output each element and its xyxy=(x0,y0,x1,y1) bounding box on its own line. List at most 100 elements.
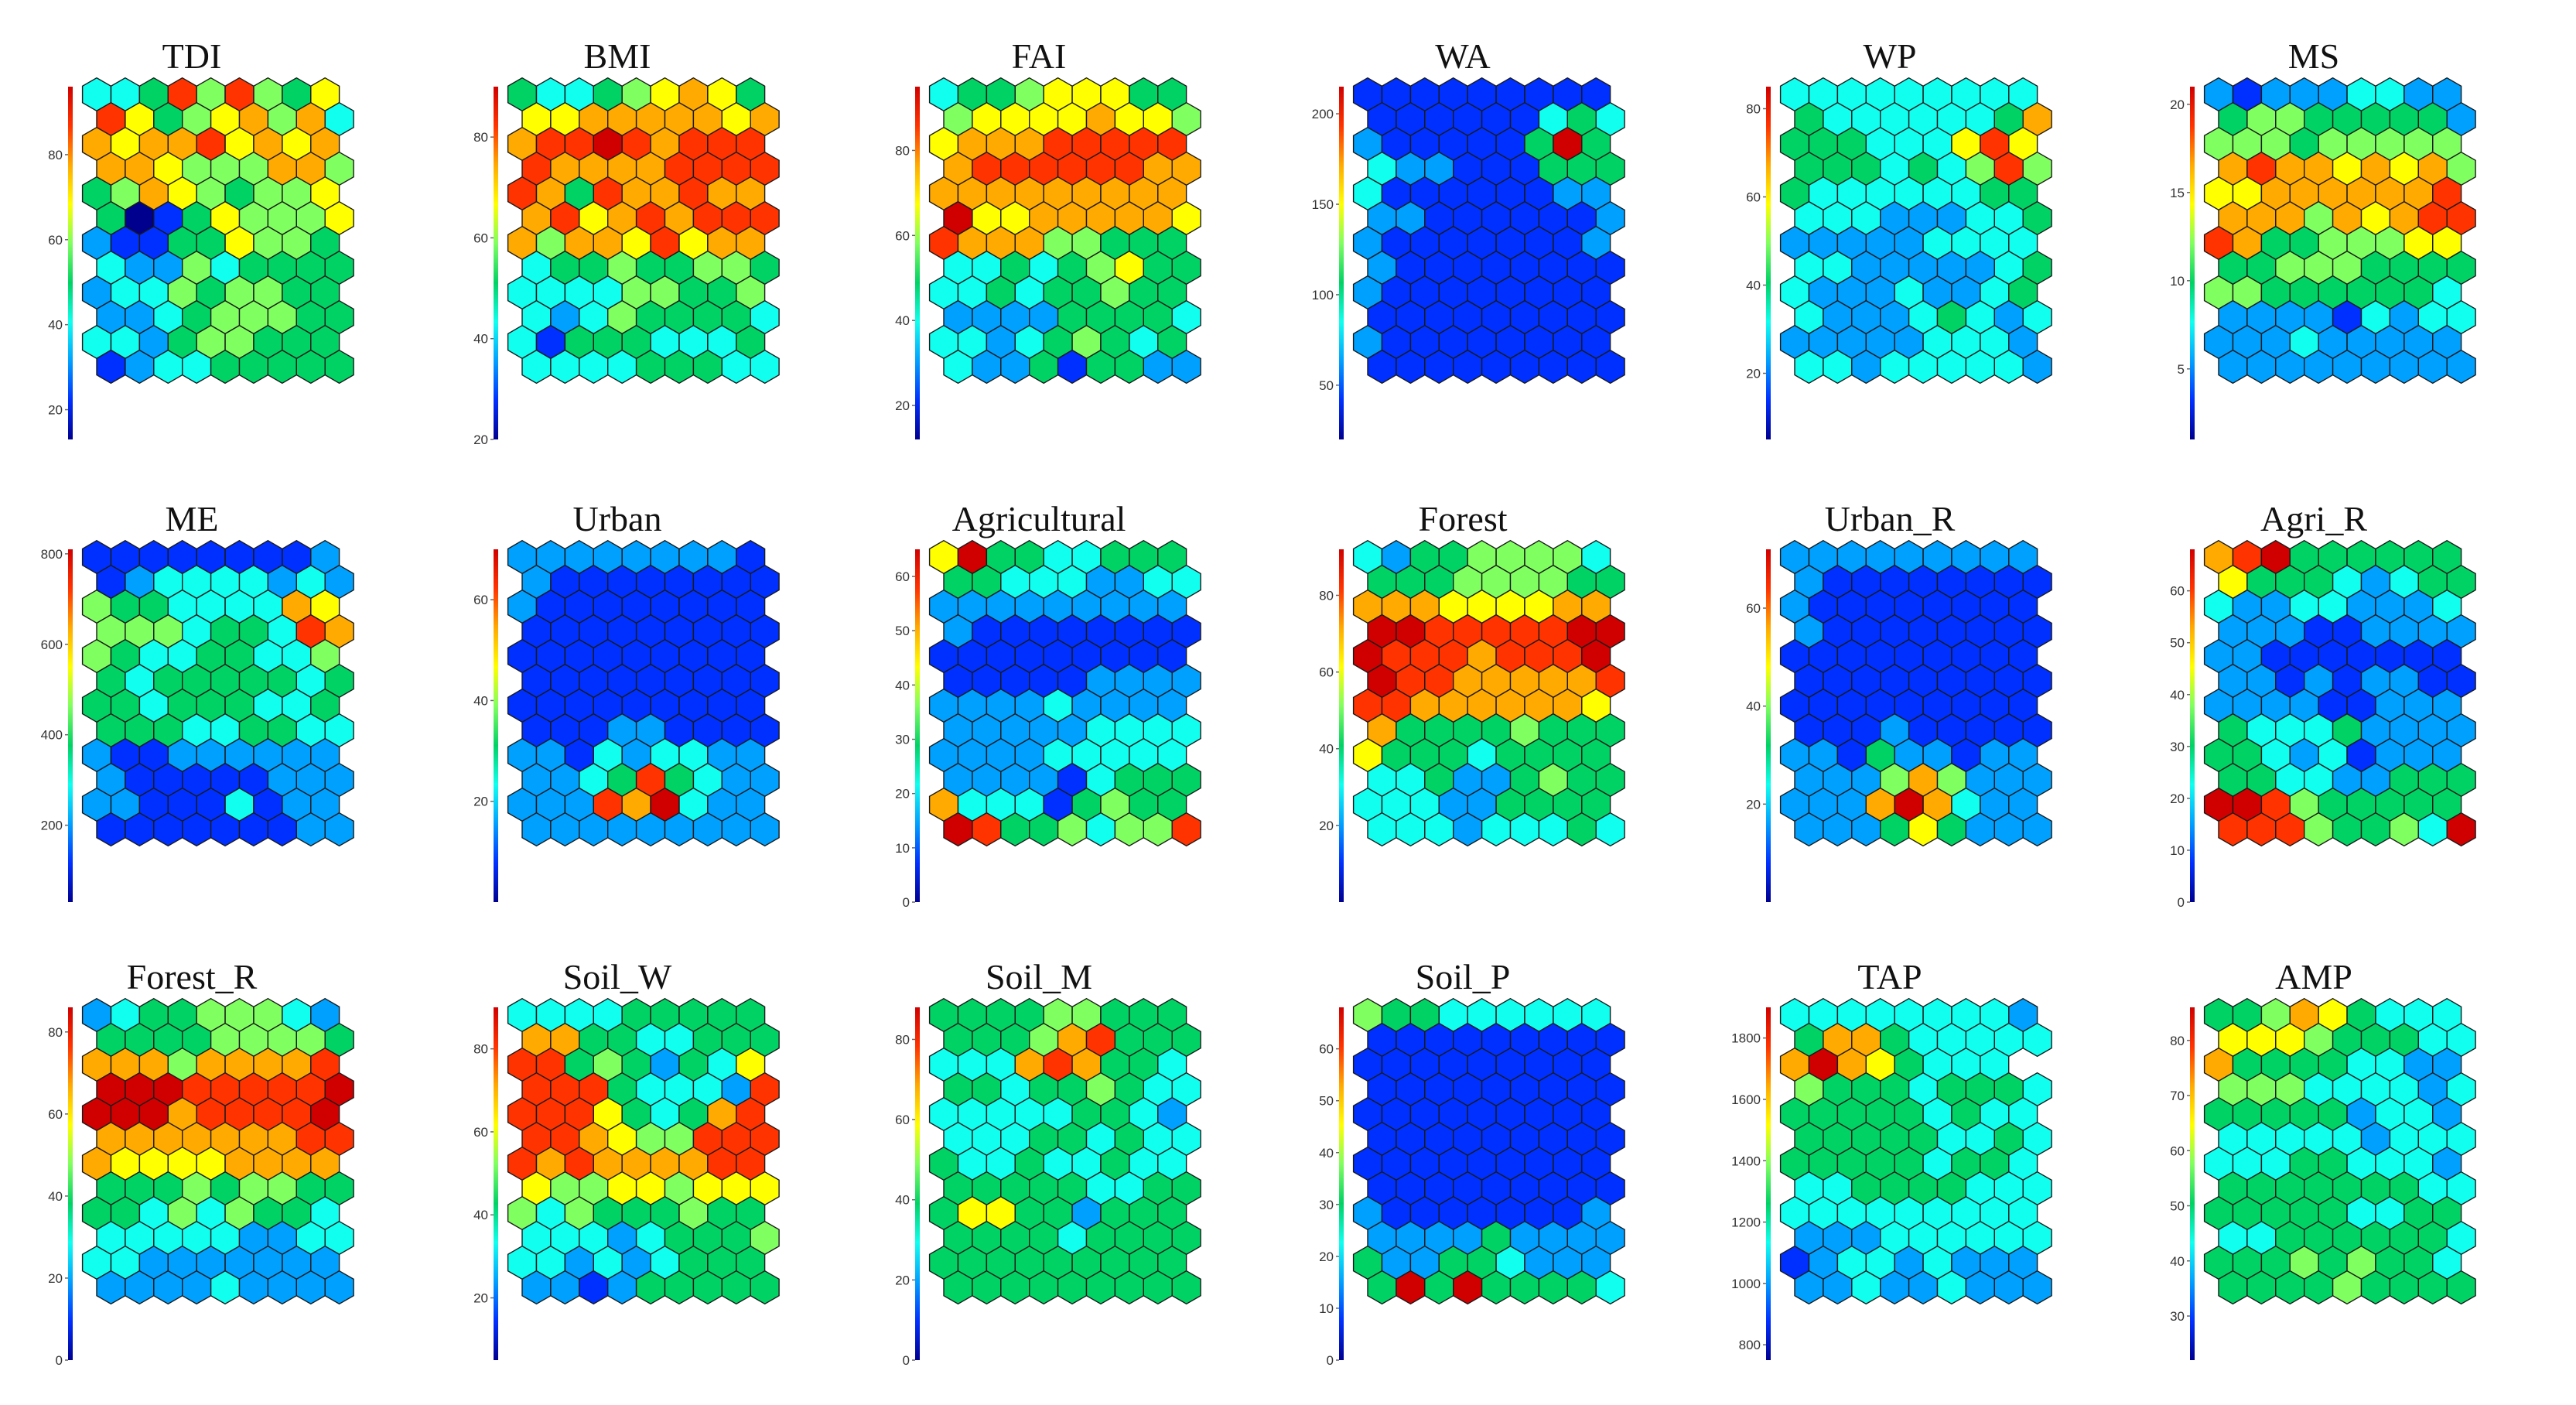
colorbar-tick-label: 40 xyxy=(895,1193,910,1208)
colorbar xyxy=(1339,87,1344,439)
plane-title: TDI xyxy=(162,36,222,76)
colorbar-tick-label: 50 xyxy=(1319,378,1334,393)
colorbar-tick-label: 20 xyxy=(473,795,488,809)
colorbar-tick-label: 50 xyxy=(2170,636,2185,651)
component-plane-urban-r: Urban_R 20 40 60 xyxy=(1746,499,2052,902)
colorbar-tick-label: 100 xyxy=(1312,288,1334,303)
colorbar-tick-label: 20 xyxy=(473,1291,488,1306)
colorbar-tick-label: 80 xyxy=(473,130,488,145)
colorbar-tick-label: 40 xyxy=(473,332,488,347)
colorbar-tick-label: 10 xyxy=(2170,843,2185,858)
colorbar-tick-label: 15 xyxy=(2170,186,2185,200)
som-cell xyxy=(750,1270,780,1305)
colorbar xyxy=(1766,549,1771,902)
som-cell xyxy=(2022,812,2052,847)
colorbar-tick-label: 80 xyxy=(2170,1034,2185,1048)
colorbar-tick-label: 1800 xyxy=(1731,1031,1761,1046)
colorbar-tick-label: 30 xyxy=(2170,1309,2185,1324)
colorbar-tick-label: 80 xyxy=(1319,588,1334,603)
component-plane-bmi: BMI 20 40 60 80 xyxy=(473,36,780,447)
colorbar-tick-label: 400 xyxy=(41,728,63,743)
colorbar-tick-label: 10 xyxy=(895,841,910,856)
colorbar-tick-label: 200 xyxy=(41,819,63,833)
colorbar-tick-label: 80 xyxy=(48,1025,63,1040)
colorbar-tick-label: 50 xyxy=(1319,1094,1334,1109)
colorbar-tick-label: 30 xyxy=(2170,740,2185,754)
component-plane-wp: WP 20 40 60 80 xyxy=(1746,36,2052,439)
colorbar-tick-label: 20 xyxy=(895,398,910,413)
colorbar-tick-label: 50 xyxy=(2170,1199,2185,1214)
component-plane-forest: Forest 20 40 60 80 xyxy=(1319,499,1625,902)
colorbar-tick-label: 40 xyxy=(2170,688,2185,702)
colorbar xyxy=(2190,549,2195,902)
plane-title: WP xyxy=(1864,36,1917,76)
colorbar-tick-label: 40 xyxy=(895,313,910,328)
colorbar-tick-label: 60 xyxy=(48,1107,63,1122)
colorbar-tick-label: 20 xyxy=(895,787,910,802)
colorbar-tick-label: 60 xyxy=(1319,665,1334,680)
plane-title: WA xyxy=(1435,36,1491,76)
colorbar-tick-label: 0 xyxy=(1327,1353,1334,1368)
colorbar-tick-label: 800 xyxy=(1739,1338,1761,1352)
component-plane-tdi: TDI 20 40 60 80 xyxy=(48,36,354,439)
colorbar-tick-label: 0 xyxy=(903,1353,910,1368)
plane-title: Soil_M xyxy=(986,957,1092,996)
colorbar-tick-label: 800 xyxy=(41,547,63,562)
colorbar-tick-label: 20 xyxy=(895,1273,910,1287)
colorbar xyxy=(2190,87,2195,439)
plane-title: ME xyxy=(166,499,219,538)
colorbar-tick-label: 20 xyxy=(48,1271,63,1286)
colorbar-tick-label: 5 xyxy=(2178,362,2185,377)
plane-title: Urban_R xyxy=(1825,499,1956,538)
som-cell xyxy=(1595,812,1625,847)
colorbar-tick-label: 40 xyxy=(1319,742,1334,757)
colorbar xyxy=(915,549,920,902)
som-cell xyxy=(2022,1270,2052,1305)
colorbar-tick-label: 20 xyxy=(1746,797,1761,812)
colorbar-tick-label: 0 xyxy=(2178,895,2185,910)
colorbar-tick-label: 20 xyxy=(2170,97,2185,112)
colorbar-tick-label: 40 xyxy=(1746,699,1761,714)
component-plane-fai: FAI 20 40 60 80 xyxy=(895,36,1201,439)
colorbar-tick-label: 60 xyxy=(1746,601,1761,616)
plane-title: Soil_W xyxy=(563,957,672,996)
colorbar-tick-label: 60 xyxy=(473,231,488,245)
colorbar-tick-label: 0 xyxy=(903,895,910,910)
colorbar-tick-label: 40 xyxy=(1746,279,1761,293)
colorbar-tick-label: 80 xyxy=(1746,102,1761,117)
colorbar-tick-label: 50 xyxy=(895,624,910,638)
som-cell xyxy=(1595,1270,1625,1305)
colorbar-tick-label: 20 xyxy=(2170,791,2185,806)
colorbar-tick-label: 10 xyxy=(1319,1301,1334,1316)
colorbar-tick-label: 10 xyxy=(2170,274,2185,289)
colorbar-tick-label: 20 xyxy=(48,403,63,418)
colorbar-tick-label: 0 xyxy=(56,1353,63,1368)
colorbar-tick-label: 60 xyxy=(1746,190,1761,205)
plane-title: Soil_P xyxy=(1416,957,1511,996)
colorbar-tick-label: 20 xyxy=(473,432,488,447)
component-plane-agricultural: Agricultural 0 10 20 30 40 50 60 xyxy=(895,499,1201,910)
colorbar-tick-label: 40 xyxy=(473,693,488,708)
plane-title: Forest_R xyxy=(127,957,258,996)
colorbar-tick-label: 80 xyxy=(473,1042,488,1057)
som-cell xyxy=(750,349,780,385)
plane-title: Agri_R xyxy=(2260,499,2367,538)
colorbar xyxy=(494,549,498,902)
colorbar-tick-label: 1000 xyxy=(1731,1277,1761,1291)
colorbar xyxy=(1339,549,1344,902)
colorbar-tick-label: 60 xyxy=(1319,1042,1334,1057)
plane-title: TAP xyxy=(1857,957,1922,996)
som-cell xyxy=(2022,349,2052,385)
colorbar-tick-label: 60 xyxy=(48,233,63,248)
plane-title: Urban xyxy=(573,499,662,538)
colorbar-tick-label: 60 xyxy=(473,1125,488,1140)
component-plane-tap: TAP 800 1000 1200 1400 1600 1800 xyxy=(1731,957,2052,1360)
component-plane-agri-r: Agri_R 0 10 20 30 40 50 60 xyxy=(2170,499,2476,910)
component-plane-amp: AMP 30 40 50 60 70 80 xyxy=(2170,957,2476,1360)
colorbar-tick-label: 150 xyxy=(1312,197,1334,212)
colorbar-tick-label: 40 xyxy=(2170,1254,2185,1269)
colorbar-tick-label: 80 xyxy=(895,1032,910,1047)
colorbar-tick-label: 40 xyxy=(48,1189,63,1204)
colorbar xyxy=(1766,1007,1771,1360)
som-cell xyxy=(324,812,354,847)
